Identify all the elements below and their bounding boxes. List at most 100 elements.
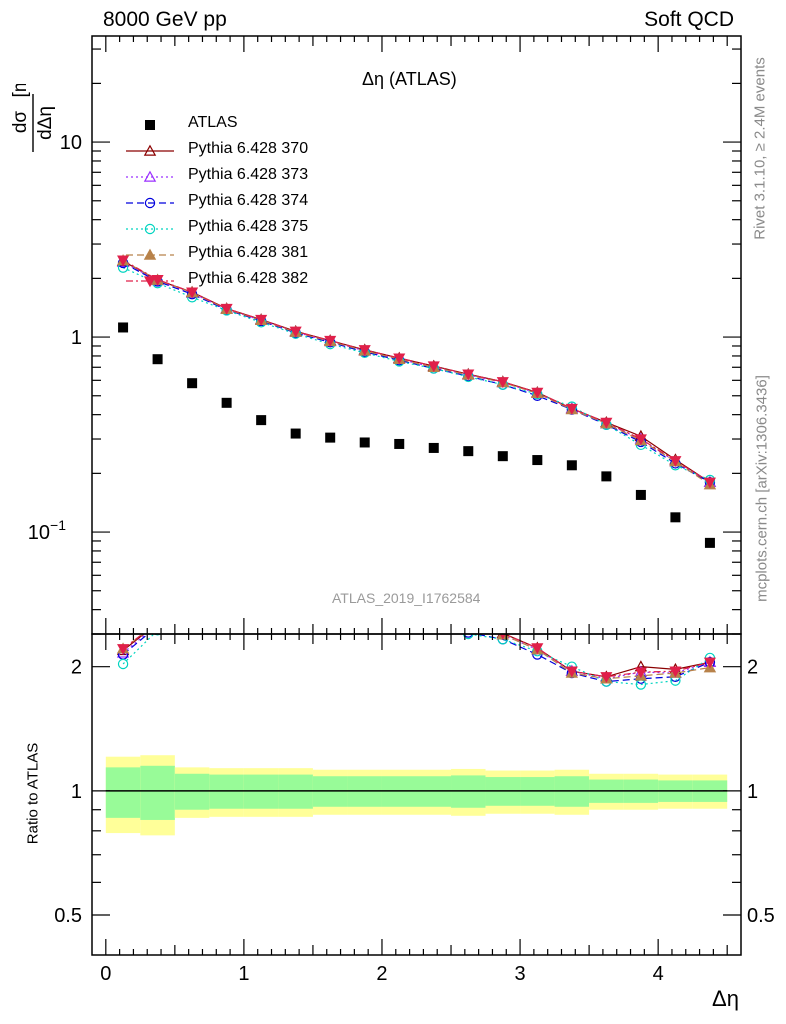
plot-title: Δη (ATLAS) [362,69,457,89]
legend-marker [144,223,156,235]
ratio-point [221,588,231,597]
mc-point [565,403,578,415]
process-label: Soft QCD [644,8,734,31]
legend-label: Pythia 6.428 370 [188,140,309,157]
ratio-line-6 [122,634,711,678]
data-point [463,446,474,457]
legend-marker [143,248,157,260]
mc-point [289,326,302,338]
ratio-point [429,615,439,624]
ratio-point [394,606,404,615]
ratio-frame [91,633,742,956]
legend-entry: Pythia 6.428 375 [122,216,362,242]
ratio-line-1 [122,634,711,678]
legend-entry: Pythia 6.428 373 [122,164,362,190]
mc-point [496,377,509,388]
main-series-markers [116,254,717,548]
ratio-point [531,643,544,655]
data-point [359,437,370,448]
legend-symbol [126,144,174,156]
series-line-3 [122,262,711,483]
tick-label: 0.5 [747,905,775,927]
ratio-point [117,658,129,670]
y-label-unit: [mb] [10,84,31,97]
series-line-4 [122,267,711,481]
ratio-point [222,591,231,600]
ratio-point [463,634,474,638]
mc-point [220,303,233,315]
legend-label: Pythia 6.428 382 [188,270,309,287]
ratio-point [257,580,266,589]
ratio-point [429,612,439,621]
legend-label: Pythia 6.428 375 [188,218,309,235]
legend: ATLAS Pythia 6.428 370 Pythia 6.428 373 Pyt… [122,112,362,294]
ratio-point [600,672,613,684]
series-line-2 [122,261,711,483]
y-label-denominator: dΔη [35,106,56,140]
main-y-axis-label: dσ dΔη [mb] [2,84,58,154]
mc-point [669,456,682,468]
legend-marker [145,120,155,130]
mc-point [393,353,406,365]
ratio-uncertainty-bands [105,755,728,836]
ratio-point [703,657,716,669]
tick-label: 2 [747,657,758,679]
ratio-point [256,574,266,583]
legend-marker [143,170,157,182]
tick-label: 0 [100,963,111,985]
axis-tick-labels: 0 1 2 3 4 10−1 1 10 0.5 0.5 1 1 2 2 [28,132,775,985]
rivet-version-label: Rivet 3.1.10, ≥ 2.4M events [751,57,769,240]
ratio-band-green [105,767,141,818]
tick-label: 0.5 [54,905,82,927]
tick-label: 1 [747,781,758,803]
legend-symbol [145,120,155,130]
ratio-point [429,613,439,622]
legend-entry: Pythia 6.428 374 [122,190,362,216]
data-point [497,451,508,462]
legend-marker [143,276,157,288]
ratio-point [565,666,578,678]
tick-label: 1 [71,781,82,803]
tick-label: 1 [238,963,249,985]
ratio-point [188,598,197,607]
mc-point [634,434,647,446]
ratio-point [395,609,404,618]
legend-label: Pythia 6.428 374 [188,192,309,209]
mc-point [703,477,716,489]
data-point [428,442,439,453]
ratio-point [394,606,404,615]
legend-marker [144,197,156,209]
axis-ticks [92,36,741,955]
ratio-band-green [243,774,279,809]
ratio-point [429,618,438,627]
legend-symbol [126,248,174,260]
mc-point [358,345,371,357]
ratio-band-green [174,773,210,810]
mc-point [427,361,440,373]
data-point [601,471,612,482]
ratio-point [221,588,231,597]
data-point [532,455,543,466]
ratio-point [221,586,231,595]
ratio-point [152,618,162,627]
series-line-1 [122,260,711,483]
legend-label: Pythia 6.428 373 [188,166,309,183]
tick-label: 2 [71,657,82,679]
ratio-band-green [140,765,175,820]
mc-point [600,417,613,429]
ratio-point [221,587,231,596]
data-point [566,460,577,471]
ratio-point [152,619,162,628]
data-point [394,438,405,449]
data-point [152,354,163,365]
mc-point [117,255,130,267]
data-point [670,512,681,523]
analysis-id-label: ATLAS_2019_I1762584 [332,590,481,606]
legend-entry: Pythia 6.428 382 [122,268,362,294]
legend-symbol [126,276,174,288]
ratio-point [669,666,682,678]
ratio-point [290,570,300,579]
data-point [256,415,267,426]
series-line-6 [122,259,711,483]
data-point [118,322,129,333]
